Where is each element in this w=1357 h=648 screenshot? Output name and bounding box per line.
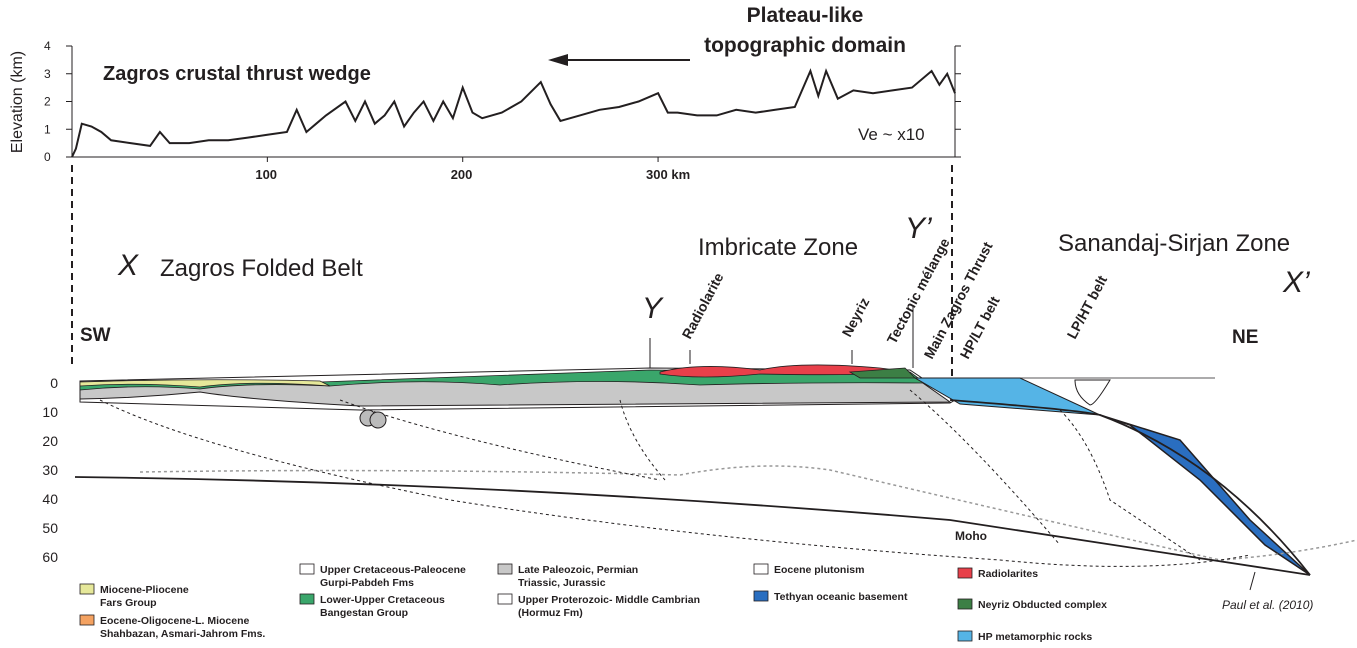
legend-label: Neyriz Obducted complex (978, 599, 1107, 611)
feature-label: LP/HT belt (1064, 272, 1111, 341)
direction-label: NE (1232, 327, 1258, 348)
legend-item: Neyriz Obducted complex (958, 599, 1107, 611)
legend-item: HP metamorphic rocks (958, 631, 1092, 643)
direction-label: SW (80, 325, 111, 346)
legend-item: Tethyan oceanic basement (754, 591, 908, 603)
annotation: Plateau-like (747, 4, 864, 27)
feature-label: Moho (955, 529, 987, 543)
legend-swatch (498, 594, 512, 604)
legend-label: HP metamorphic rocks (978, 631, 1092, 643)
legend-label: Triassic, Jurassic (518, 577, 606, 589)
legend-item: Upper Proterozoic- Middle Cambrian(Hormu… (498, 594, 700, 619)
y-tick-label: 0 (44, 150, 51, 164)
depth-label: 10 (42, 404, 58, 420)
depth-label: 60 (42, 549, 58, 565)
depth-label: 50 (42, 520, 58, 536)
legend-item: Radiolarites (958, 568, 1038, 580)
annotation: Zagros crustal thrust wedge (103, 63, 371, 85)
feature-label: Radiolarite (679, 270, 727, 342)
legend-swatch (498, 564, 512, 574)
zone-label: Zagros Folded Belt (160, 255, 363, 282)
cross-section (75, 305, 1357, 590)
legend-label: Lower-Upper Cretaceous (320, 594, 445, 606)
zone-label: Sanandaj-Sirjan Zone (1058, 230, 1290, 257)
y-axis-label: Elevation (km) (9, 51, 26, 153)
figure: Elevation (km) Plateau-like topographic … (0, 0, 1357, 648)
section-label: Y (642, 292, 664, 325)
legend-swatch (300, 594, 314, 604)
legend-label: Upper Proterozoic- Middle Cambrian (518, 594, 700, 606)
y-tick-label: 3 (44, 67, 51, 81)
legend-label: Gurpi-Pabdeh Fms (320, 577, 414, 589)
section-label: Y’ (905, 212, 933, 245)
y-tick-label: 1 (44, 122, 51, 136)
legend-label: Fars Group (100, 597, 157, 609)
legend-swatch (754, 564, 768, 574)
legend-swatch (80, 584, 94, 594)
x-tick-label: 200 (451, 167, 473, 182)
annotation: topographic domain (704, 34, 906, 57)
section-label: X (117, 249, 139, 282)
y-tick-label: 2 (44, 95, 51, 109)
legend-label: Upper Cretaceous-Paleocene (320, 564, 466, 576)
x-tick-label: 300 km (646, 167, 690, 182)
zone-label: Imbricate Zone (698, 234, 858, 261)
depth-label: 0 (50, 375, 58, 391)
section-label: X’ (1282, 266, 1311, 299)
legend-swatch (958, 631, 972, 641)
legend-label: Tethyan oceanic basement (774, 591, 908, 603)
legend-label: Radiolarites (978, 568, 1038, 580)
depth-label: 30 (42, 462, 58, 478)
legend-label: Miocene-Pliocene (100, 584, 189, 596)
legend-label: Eocene plutonism (774, 564, 864, 576)
legend-label: Late Paleozoic, Permian (518, 564, 638, 576)
y-tick-label: 4 (44, 39, 51, 53)
legend-label: (Hormuz Fm) (518, 607, 583, 619)
legend-swatch (300, 564, 314, 574)
legend-label: Eocene-Oligocene-L. Miocene (100, 615, 250, 627)
legend-swatch (958, 568, 972, 578)
annotation: Ve ~ x10 (858, 125, 925, 144)
legend-swatch (958, 599, 972, 609)
feature-label: Neyriz (839, 295, 873, 340)
depth-label: 20 (42, 433, 58, 449)
legend-swatch (80, 615, 94, 625)
legend-item: Eocene plutonism (754, 564, 864, 576)
arrow-head (548, 54, 568, 66)
depth-label: 40 (42, 491, 58, 507)
x-tick-label: 100 (255, 167, 277, 182)
reference: Paul et al. (2010) (1222, 598, 1313, 612)
legend-swatch (754, 591, 768, 601)
legend-label: Bangestan Group (320, 607, 408, 619)
legend-label: Shahbazan, Asmari-Jahrom Fms. (100, 628, 265, 640)
